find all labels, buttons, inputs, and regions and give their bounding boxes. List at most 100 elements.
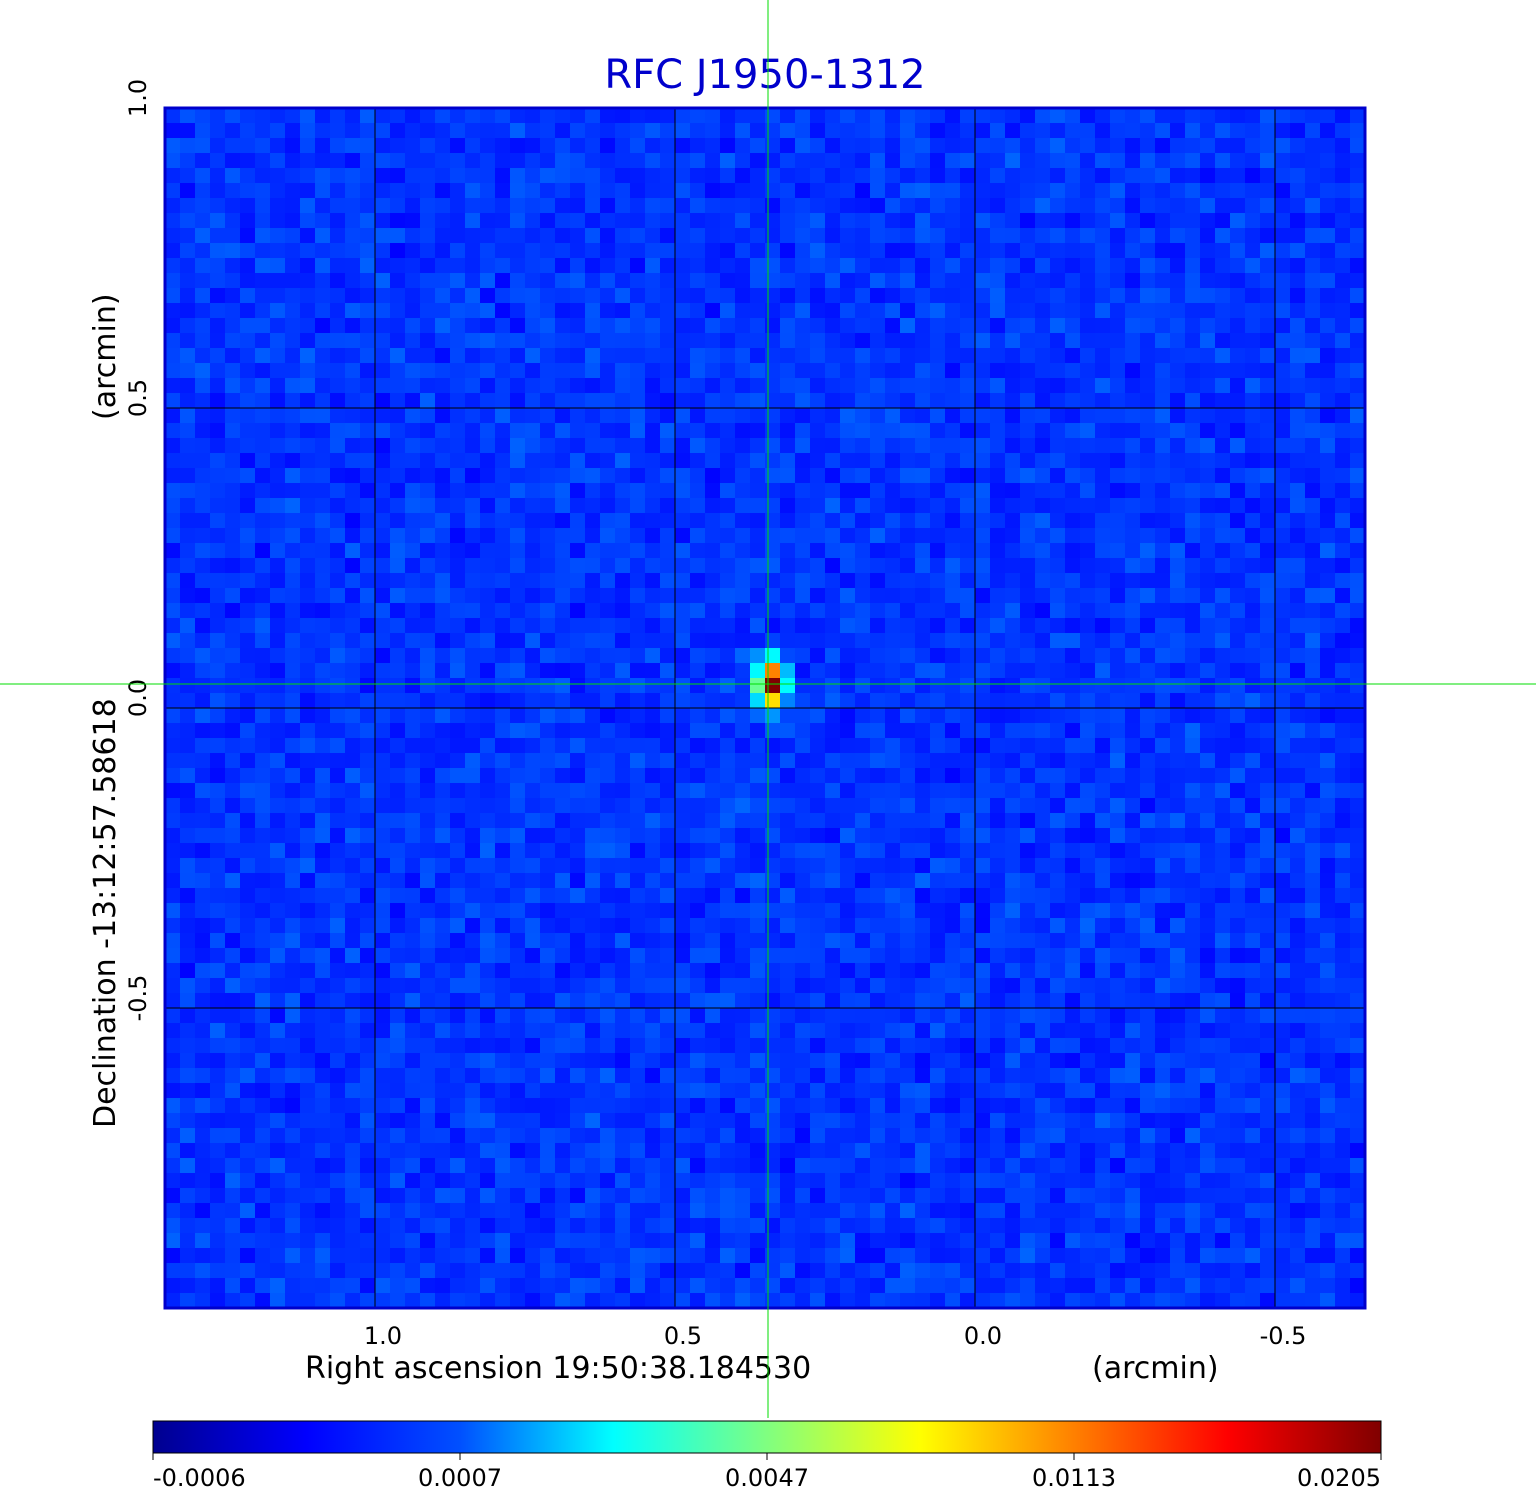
heatmap-pixel — [375, 543, 391, 559]
heatmap-pixel — [840, 618, 856, 634]
heatmap-pixel — [990, 843, 1006, 859]
heatmap-pixel — [345, 498, 361, 514]
heatmap-pixel — [465, 558, 481, 574]
heatmap-pixel — [480, 813, 496, 829]
heatmap-pixel — [390, 498, 406, 514]
heatmap-pixel — [510, 708, 526, 724]
heatmap-pixel — [870, 378, 886, 394]
heatmap-pixel — [1155, 378, 1171, 394]
heatmap-pixel — [345, 933, 361, 949]
heatmap-pixel — [1050, 468, 1066, 484]
heatmap-pixel — [795, 813, 811, 829]
heatmap-pixel — [1050, 168, 1066, 184]
heatmap-pixel — [180, 198, 196, 214]
heatmap-pixel — [690, 303, 706, 319]
heatmap-pixel — [240, 468, 256, 484]
heatmap-pixel — [1170, 918, 1186, 934]
heatmap-pixel — [675, 408, 691, 424]
heatmap-pixel — [375, 858, 391, 874]
heatmap-pixel — [1200, 603, 1216, 619]
heatmap-pixel — [1230, 288, 1246, 304]
heatmap-pixel — [570, 798, 586, 814]
heatmap-pixel — [180, 813, 196, 829]
heatmap-pixel — [1215, 963, 1231, 979]
heatmap-pixel — [1305, 468, 1321, 484]
heatmap-pixel — [1185, 318, 1201, 334]
heatmap-pixel — [1125, 498, 1141, 514]
heatmap-pixel — [990, 408, 1006, 424]
heatmap-pixel — [1020, 153, 1036, 169]
heatmap-pixel — [705, 1023, 721, 1039]
heatmap-pixel — [1260, 453, 1276, 469]
heatmap-pixel — [1140, 648, 1156, 664]
heatmap-pixel — [1230, 828, 1246, 844]
heatmap-pixel — [1080, 153, 1096, 169]
heatmap-pixel — [375, 348, 391, 364]
heatmap-pixel — [1140, 693, 1156, 709]
heatmap-pixel — [315, 153, 331, 169]
heatmap-pixel — [1155, 513, 1171, 529]
heatmap-pixel — [255, 1038, 271, 1054]
heatmap-pixel — [1050, 153, 1066, 169]
heatmap-pixel — [735, 483, 751, 499]
heatmap-pixel — [1110, 873, 1126, 889]
heatmap-pixel — [1065, 903, 1081, 919]
heatmap-pixel — [555, 408, 571, 424]
heatmap-pixel — [1170, 453, 1186, 469]
heatmap-pixel — [510, 138, 526, 154]
heatmap-pixel — [1275, 123, 1291, 139]
heatmap-pixel — [195, 843, 211, 859]
heatmap-pixel — [480, 948, 496, 964]
heatmap-pixel — [900, 993, 916, 1009]
heatmap-pixel — [840, 228, 856, 244]
heatmap-pixel — [690, 738, 706, 754]
heatmap-pixel — [705, 138, 721, 154]
heatmap-pixel — [270, 633, 286, 649]
heatmap-pixel — [390, 993, 406, 1009]
heatmap-pixel — [1320, 783, 1336, 799]
heatmap-pixel — [1245, 738, 1261, 754]
heatmap-pixel — [1065, 963, 1081, 979]
heatmap-pixel — [435, 513, 451, 529]
heatmap-pixel — [765, 393, 781, 409]
heatmap-pixel — [270, 1023, 286, 1039]
heatmap-pixel — [225, 138, 241, 154]
heatmap-pixel — [525, 963, 541, 979]
heatmap-pixel — [375, 708, 391, 724]
heatmap-pixel — [960, 573, 976, 589]
heatmap-pixel — [195, 558, 211, 574]
heatmap-pixel — [1245, 768, 1261, 784]
heatmap-pixel — [420, 813, 436, 829]
heatmap-pixel — [315, 348, 331, 364]
heatmap-pixel — [255, 258, 271, 274]
heatmap-pixel — [285, 783, 301, 799]
heatmap-pixel — [855, 393, 871, 409]
heatmap-pixel — [1335, 483, 1351, 499]
heatmap-pixel — [240, 318, 256, 334]
heatmap-pixel — [390, 708, 406, 724]
heatmap-pixel — [600, 558, 616, 574]
heatmap-pixel — [180, 663, 196, 679]
heatmap-pixel — [1185, 513, 1201, 529]
heatmap-pixel — [225, 633, 241, 649]
heatmap-pixel — [660, 213, 676, 229]
heatmap-pixel — [990, 453, 1006, 469]
heatmap-pixel — [360, 678, 376, 694]
heatmap-pixel — [375, 318, 391, 334]
heatmap-pixel — [1110, 228, 1126, 244]
heatmap-pixel — [870, 348, 886, 364]
heatmap-pixel — [555, 933, 571, 949]
heatmap-pixel — [1230, 948, 1246, 964]
heatmap-pixel — [690, 1008, 706, 1024]
heatmap-pixel — [1140, 453, 1156, 469]
heatmap-pixel — [1215, 693, 1231, 709]
heatmap-pixel — [1110, 588, 1126, 604]
heatmap-pixel — [525, 618, 541, 634]
heatmap-pixel — [1230, 168, 1246, 184]
heatmap-pixel — [255, 633, 271, 649]
heatmap-pixel — [870, 123, 886, 139]
heatmap-pixel — [1260, 993, 1276, 1009]
heatmap-pixel — [540, 483, 556, 499]
heatmap-pixel — [240, 498, 256, 514]
heatmap-pixel — [1005, 888, 1021, 904]
